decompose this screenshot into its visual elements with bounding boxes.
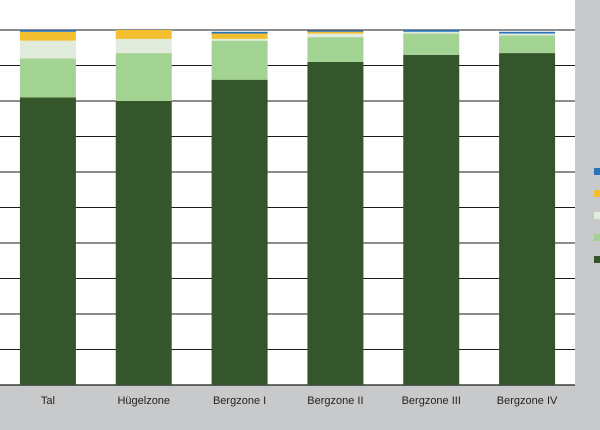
bar-segment [307,33,364,38]
x-tick-label: Hügelzone [117,395,170,407]
legend-swatch [594,168,600,175]
plot-background [0,0,575,385]
bar-segment [211,40,268,80]
x-tick-label: Bergzone I [213,395,266,407]
legend-swatch [594,256,600,263]
bar-segment [307,61,364,385]
x-tick-label: Bergzone IV [497,395,558,407]
bar-segment [211,38,268,41]
legend-swatch [594,234,600,241]
bar-segment [307,31,364,34]
bar-segment [307,37,364,62]
bar-segment [19,31,76,41]
bar-segment [403,30,460,32]
bar-segment [19,30,76,32]
bar-segment [403,33,460,55]
bar-segment [211,33,268,39]
bar-segment [19,58,76,98]
legend-swatch [594,190,600,197]
legend-swatch [594,212,600,219]
bar-segment [307,30,364,32]
bar-segment [499,31,556,34]
bar-segment [115,38,172,54]
bar-segment [115,53,172,101]
bar-segment [19,40,76,59]
bar-segment [115,30,172,39]
bar-segment [403,54,460,385]
bar-segment [499,33,556,36]
bar-segment [211,79,268,385]
bar-segment [211,31,268,34]
x-tick-label: Bergzone III [402,395,461,407]
x-axis-labels: Tal Hügelzone Bergzone I Bergzone II Bergzon… [41,395,558,407]
bar-segment [403,31,460,34]
x-tick-label: Tal [41,395,55,407]
gridlines [0,29,575,386]
bars [19,30,556,385]
x-tick-label: Bergzone II [307,395,363,407]
bar-segment [115,101,172,385]
bar-segment [499,35,556,54]
bar-segment [499,53,556,385]
bar-segment [19,97,76,385]
legend [594,168,600,263]
